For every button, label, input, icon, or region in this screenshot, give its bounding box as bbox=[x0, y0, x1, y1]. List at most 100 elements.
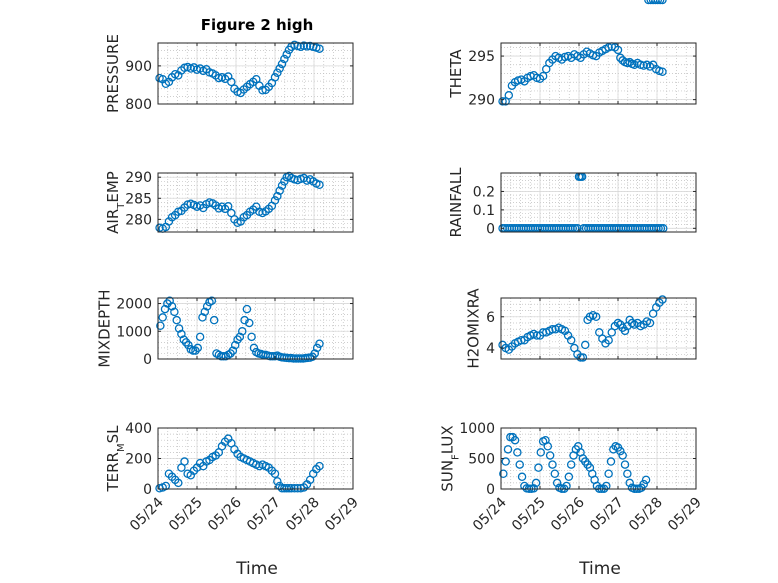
data-point bbox=[233, 335, 242, 344]
data-point bbox=[184, 340, 193, 350]
data-point bbox=[227, 77, 236, 87]
data-point bbox=[249, 343, 259, 353]
data-point bbox=[613, 318, 623, 328]
y-tick-label: 0.2 bbox=[473, 184, 495, 200]
data-point bbox=[623, 469, 632, 478]
data-point bbox=[616, 446, 625, 456]
y-axis-label: PRESSURE bbox=[104, 34, 122, 113]
data-point bbox=[566, 335, 576, 345]
axes-box bbox=[157, 172, 354, 233]
data-point bbox=[591, 312, 601, 322]
data-point bbox=[651, 0, 660, 5]
axes-box bbox=[500, 172, 697, 233]
data-point bbox=[620, 460, 630, 469]
data-point bbox=[639, 479, 648, 489]
data-point bbox=[531, 478, 541, 488]
data-point bbox=[545, 451, 555, 460]
data-point bbox=[174, 324, 184, 333]
data-point bbox=[228, 346, 238, 355]
data-point bbox=[576, 353, 585, 362]
data-point bbox=[247, 332, 256, 342]
x-tick-label: 05/28 bbox=[283, 495, 323, 535]
data-point bbox=[223, 202, 233, 211]
data-point bbox=[548, 325, 557, 334]
data-point bbox=[270, 469, 280, 478]
data-point bbox=[209, 315, 219, 325]
y-tick-label: 0 bbox=[143, 352, 152, 368]
y-axis-label: TERRMSL bbox=[104, 425, 127, 493]
data-point bbox=[273, 191, 282, 201]
data-point bbox=[315, 461, 324, 471]
data-point bbox=[293, 483, 302, 493]
data-point bbox=[613, 45, 623, 55]
y-tick-label: 1000 bbox=[116, 324, 152, 340]
data-point bbox=[510, 435, 520, 445]
subplot-rainfall: 0 0.1 0.2 RAINFALL bbox=[447, 167, 697, 238]
data-point bbox=[625, 478, 634, 488]
y-tick-label: 295 bbox=[468, 49, 495, 65]
data-point bbox=[258, 86, 267, 95]
data-point bbox=[653, 0, 663, 5]
data-point bbox=[564, 472, 574, 482]
axes-box bbox=[500, 42, 697, 105]
data-point bbox=[280, 177, 289, 186]
data-point bbox=[290, 483, 299, 493]
data-point bbox=[513, 448, 522, 457]
data-point bbox=[620, 326, 630, 336]
x-tick-label: 05/25 bbox=[509, 495, 549, 535]
data-point bbox=[277, 59, 287, 69]
data-point bbox=[198, 313, 207, 322]
data-point bbox=[310, 349, 320, 358]
data-point bbox=[275, 186, 284, 195]
y-tick-label: 0.1 bbox=[473, 203, 495, 219]
data-point bbox=[645, 318, 655, 328]
data-point bbox=[160, 304, 170, 314]
data-point bbox=[202, 302, 212, 311]
data-point bbox=[602, 481, 611, 491]
x-tick-label: 05/26 bbox=[205, 494, 245, 534]
data-point bbox=[235, 332, 245, 342]
data-point bbox=[592, 481, 602, 491]
data-point bbox=[287, 483, 296, 493]
data-point bbox=[219, 351, 228, 361]
data-point bbox=[504, 91, 514, 100]
data-point bbox=[226, 349, 235, 358]
data-point bbox=[627, 318, 637, 328]
data-point bbox=[538, 71, 548, 81]
x-tick-label: 05/27 bbox=[244, 495, 284, 535]
data-point bbox=[177, 329, 186, 339]
y-axis-label: AIRTEMP bbox=[104, 171, 127, 234]
data-point bbox=[312, 343, 322, 353]
data-point bbox=[646, 0, 656, 5]
data-point bbox=[548, 460, 557, 469]
data-point bbox=[240, 315, 249, 325]
y-axis-label: RAINFALL bbox=[447, 167, 465, 238]
y-tick-label: 200 bbox=[125, 452, 152, 468]
data-point bbox=[658, 295, 667, 304]
data-point bbox=[237, 327, 247, 336]
data-point bbox=[604, 469, 613, 478]
y-tick-label: 285 bbox=[125, 191, 152, 207]
data-point bbox=[277, 181, 287, 190]
data-point bbox=[562, 481, 571, 491]
y-tick-label: 4 bbox=[486, 341, 495, 357]
x-tick-label: 05/24 bbox=[470, 494, 510, 534]
x-tick-label: 05/29 bbox=[322, 495, 362, 535]
x-axis-label-left: Time bbox=[235, 559, 278, 579]
y-tick-label: 280 bbox=[125, 212, 152, 228]
data-point bbox=[315, 44, 324, 53]
y-tick-label: 800 bbox=[125, 97, 152, 113]
data-point bbox=[501, 457, 510, 466]
data-point bbox=[280, 54, 289, 64]
data-point bbox=[270, 73, 280, 82]
data-point bbox=[538, 328, 548, 337]
data-point bbox=[536, 448, 546, 457]
data-point bbox=[161, 481, 171, 491]
